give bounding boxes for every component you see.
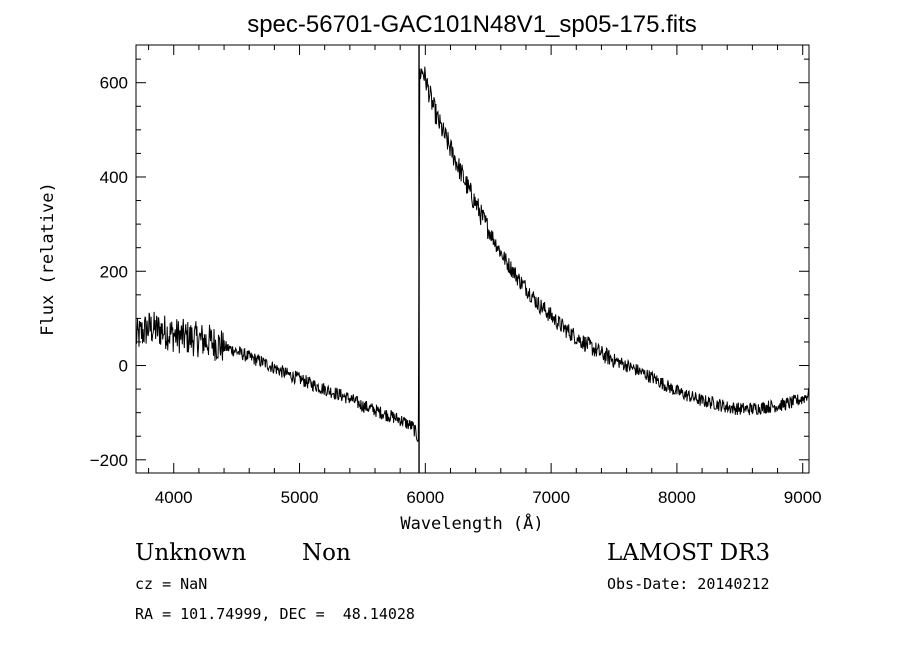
x-tick-label: 9000 bbox=[784, 488, 822, 507]
x-tick-label: 7000 bbox=[532, 488, 570, 507]
y-axis: −200 0 200 400 600 bbox=[90, 58, 809, 470]
redshift-text: cz = NaN bbox=[135, 575, 207, 593]
x-axis-label: Wavelength (Å) bbox=[400, 512, 543, 534]
y-tick-label: −200 bbox=[90, 451, 128, 470]
y-tick-label: 200 bbox=[100, 262, 128, 281]
coordinates-text: RA = 101.74999, DEC = 48.14028 bbox=[135, 605, 415, 623]
obs-date: Obs-Date: 20140212 bbox=[607, 575, 770, 593]
plot-frame bbox=[135, 44, 810, 474]
y-tick-label: 400 bbox=[100, 168, 128, 187]
x-tick-label: 4000 bbox=[155, 488, 193, 507]
x-tick-label: 8000 bbox=[658, 488, 696, 507]
survey-name: LAMOST DR3 bbox=[607, 540, 770, 566]
y-axis-label: Flux (relative) bbox=[38, 182, 58, 336]
x-axis: 4000 5000 6000 7000 8000 9000 bbox=[148, 45, 822, 507]
y-tick-label: 0 bbox=[119, 357, 128, 376]
x-tick-label: 6000 bbox=[406, 488, 444, 507]
object-subclass: Non bbox=[302, 540, 351, 566]
chart-title: spec-56701-GAC101N48V1_sp05-175.fits bbox=[247, 11, 697, 38]
y-tick-label: 600 bbox=[100, 74, 128, 93]
x-tick-label: 5000 bbox=[281, 488, 319, 507]
flux-series-line bbox=[135, 66, 810, 443]
object-class: Unknown bbox=[135, 540, 246, 566]
